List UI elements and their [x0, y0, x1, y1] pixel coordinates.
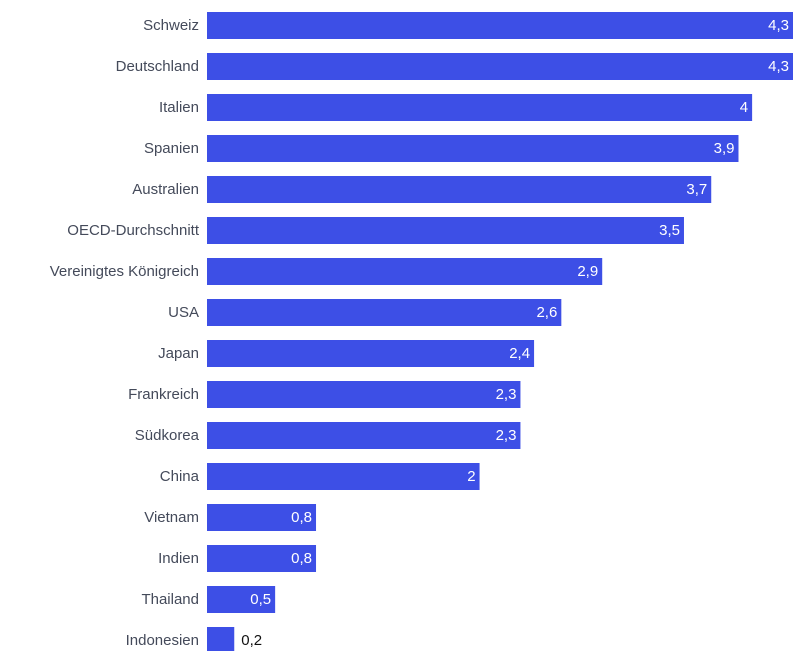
category-label: Spanien — [144, 140, 199, 157]
bar — [207, 627, 235, 651]
value-label: 2 — [467, 468, 475, 485]
category-label: Vietnam — [144, 509, 199, 526]
bar — [207, 463, 480, 490]
bar — [207, 135, 739, 162]
bar — [207, 422, 521, 449]
category-label: Italien — [159, 99, 199, 116]
bar — [207, 586, 276, 613]
category-label: Südkorea — [135, 427, 200, 444]
bar — [207, 12, 793, 39]
category-label: OECD-Durchschnitt — [67, 222, 200, 239]
bar — [207, 299, 562, 326]
category-label: Schweiz — [143, 17, 199, 34]
category-label: Thailand — [141, 591, 199, 608]
value-label: 2,3 — [496, 427, 517, 444]
bar — [207, 381, 521, 408]
value-label: 3,9 — [714, 140, 735, 157]
value-label: 2,6 — [536, 304, 557, 321]
category-label: Japan — [158, 345, 199, 362]
category-label: USA — [168, 304, 199, 321]
value-label: 2,3 — [496, 386, 517, 403]
category-label: Frankreich — [128, 386, 199, 403]
category-label: Australien — [132, 181, 199, 198]
value-label: 0,5 — [250, 591, 271, 608]
value-label: 3,7 — [686, 181, 707, 198]
category-label: Indonesien — [126, 632, 199, 649]
value-label: 4,3 — [768, 58, 789, 75]
value-label: 0,8 — [291, 509, 312, 526]
category-label: Indien — [158, 550, 199, 567]
value-label: 4 — [740, 99, 748, 116]
bar — [207, 176, 712, 203]
value-label: 0,8 — [291, 550, 312, 567]
bar — [207, 258, 603, 285]
value-label: 4,3 — [768, 17, 789, 34]
value-label: 0,2 — [241, 632, 262, 649]
bar — [207, 504, 317, 531]
bar — [207, 217, 684, 244]
value-label: 3,5 — [659, 222, 680, 239]
bar — [207, 94, 753, 121]
category-label: Deutschland — [116, 58, 199, 75]
bar — [207, 53, 793, 80]
category-label: China — [160, 468, 200, 485]
category-label: Vereinigtes Königreich — [50, 263, 199, 280]
value-label: 2,4 — [509, 345, 530, 362]
value-label: 2,9 — [577, 263, 598, 280]
bar — [207, 545, 317, 572]
bar — [207, 340, 535, 367]
